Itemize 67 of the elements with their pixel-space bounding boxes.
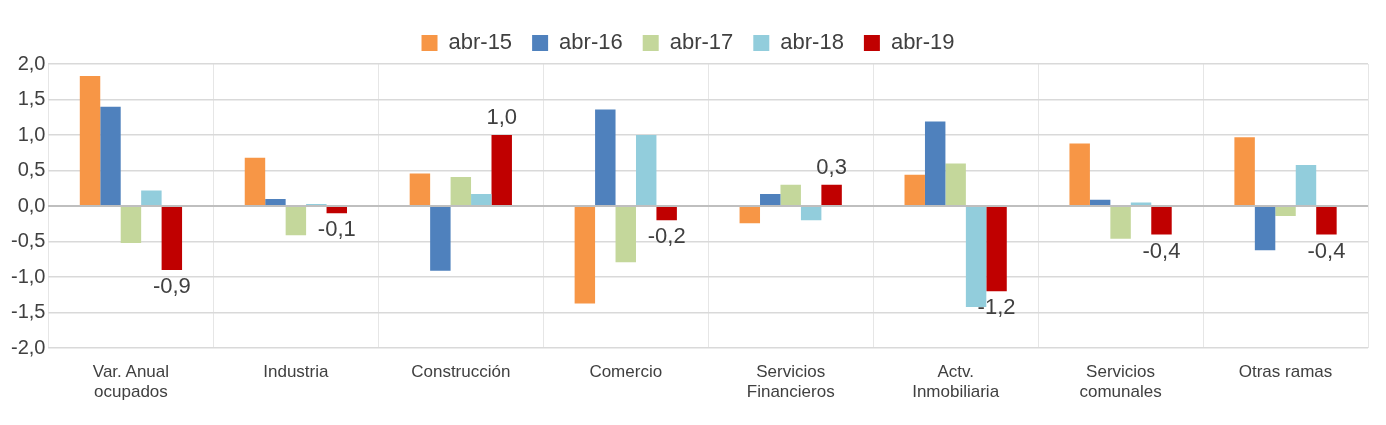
- bar: [409, 173, 431, 206]
- bar: [244, 157, 266, 206]
- bar: [986, 207, 1007, 292]
- bar: [326, 207, 348, 214]
- x-tick-label: Var. Anual ocupados: [92, 362, 170, 402]
- bar: [1295, 164, 1317, 206]
- x-tick-label: Servicios comunales: [1079, 362, 1162, 402]
- bar: [615, 207, 636, 263]
- bar: [79, 76, 101, 206]
- x-tick-label: Industria: [263, 362, 330, 382]
- x-tick-label: Servicios Financieros: [746, 362, 835, 402]
- y-tick-label: -0,5: [10, 229, 46, 252]
- bar: [430, 207, 451, 271]
- y-tick-label: 0,0: [17, 193, 46, 216]
- bar: [1089, 199, 1111, 206]
- bar: [574, 207, 596, 304]
- bar: [924, 121, 946, 206]
- bar: [285, 207, 307, 236]
- bar: [739, 207, 761, 224]
- bar: [1151, 207, 1172, 235]
- bar: [265, 199, 286, 206]
- bar: [821, 184, 842, 206]
- data-label: -0,4: [1142, 237, 1181, 263]
- x-tick-label: Comercio: [589, 362, 663, 382]
- bar: [1275, 207, 1296, 217]
- bar: [945, 163, 966, 206]
- x-tick-label: Construcción: [411, 362, 511, 382]
- bar: [1254, 207, 1276, 251]
- bar: [491, 135, 512, 206]
- data-label: -0,9: [152, 273, 191, 299]
- bar: [1069, 143, 1090, 206]
- bar: [1110, 207, 1131, 239]
- data-label: -0,2: [647, 223, 686, 249]
- bar: [780, 184, 801, 206]
- bar: [1316, 207, 1337, 235]
- bar: [656, 207, 677, 221]
- y-tick-label: 1,5: [17, 87, 46, 110]
- bar: [1234, 137, 1255, 206]
- y-tick-label: 1,0: [17, 122, 46, 145]
- bar: [450, 176, 472, 206]
- bar: [100, 106, 121, 206]
- y-tick-label: 2,0: [17, 51, 46, 74]
- bar: [760, 194, 781, 206]
- bar: [800, 207, 822, 221]
- bar: [161, 207, 183, 271]
- legend-label: abr-17: [669, 29, 734, 55]
- y-tick-label: -1,0: [10, 264, 46, 287]
- bar: [635, 135, 657, 206]
- data-label: -0,1: [317, 216, 356, 242]
- y-tick-label: -1,5: [10, 300, 46, 323]
- data-label: 1,0: [486, 104, 518, 130]
- legend-label: abr-19: [890, 29, 955, 55]
- data-label: 0,3: [816, 153, 847, 179]
- bar: [471, 194, 492, 206]
- legend-label: abr-16: [559, 29, 623, 55]
- bar: [141, 190, 162, 206]
- legend-label: abr-15: [448, 29, 513, 55]
- x-tick-label: Otras ramas: [1238, 362, 1333, 382]
- x-tick-label: Actv. Inmobiliaria: [912, 362, 1000, 402]
- data-label: -0,4: [1307, 237, 1346, 263]
- legend-label: abr-18: [780, 29, 844, 55]
- data-label: -1,2: [977, 294, 1016, 320]
- y-tick-label: 0,5: [17, 158, 46, 181]
- bar: [904, 174, 925, 206]
- bar: [595, 109, 616, 206]
- bar: [120, 207, 142, 244]
- y-tick-label: -2,0: [10, 335, 46, 358]
